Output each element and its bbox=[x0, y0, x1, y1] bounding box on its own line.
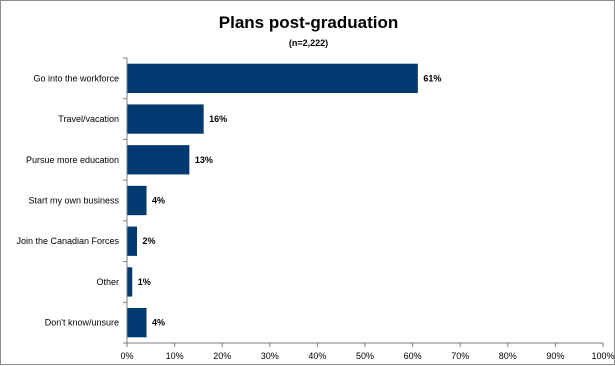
data-label: 61% bbox=[423, 73, 441, 83]
x-tick-label: 20% bbox=[213, 351, 231, 361]
category-label: Don't know/unsure bbox=[45, 318, 119, 328]
category-label: Go into the workforce bbox=[33, 73, 119, 83]
bar bbox=[127, 63, 418, 94]
category-label: Other bbox=[96, 277, 119, 287]
chart-title: Plans post-graduation bbox=[218, 13, 399, 32]
x-tick-label: 100% bbox=[591, 351, 614, 361]
x-tick-label: 70% bbox=[451, 351, 469, 361]
x-tick-label: 80% bbox=[499, 351, 517, 361]
bar bbox=[127, 104, 204, 134]
data-label: 4% bbox=[152, 318, 165, 328]
bar bbox=[127, 267, 133, 297]
data-label: 1% bbox=[138, 277, 151, 287]
x-tick-label: 60% bbox=[404, 351, 422, 361]
bar bbox=[127, 185, 147, 216]
x-tick-label: 40% bbox=[308, 351, 326, 361]
data-label: 2% bbox=[143, 236, 156, 246]
x-tick-label: 0% bbox=[120, 351, 133, 361]
category-label: Join the Canadian Forces bbox=[16, 236, 119, 246]
category-label: Travel/vacation bbox=[58, 114, 119, 124]
category-label: Pursue more education bbox=[26, 155, 119, 165]
bar bbox=[127, 226, 138, 256]
data-label: 4% bbox=[152, 196, 165, 206]
x-tick-label: 90% bbox=[546, 351, 564, 361]
category-label: Start my own business bbox=[28, 196, 119, 206]
data-label: 13% bbox=[195, 155, 213, 165]
x-tick-label: 30% bbox=[261, 351, 279, 361]
chart-subtitle: (n=2,222) bbox=[288, 38, 329, 48]
x-tick-label: 10% bbox=[166, 351, 184, 361]
bar bbox=[127, 307, 147, 338]
bar bbox=[127, 145, 190, 175]
data-label: 16% bbox=[209, 114, 227, 124]
x-tick-label: 50% bbox=[356, 351, 374, 361]
